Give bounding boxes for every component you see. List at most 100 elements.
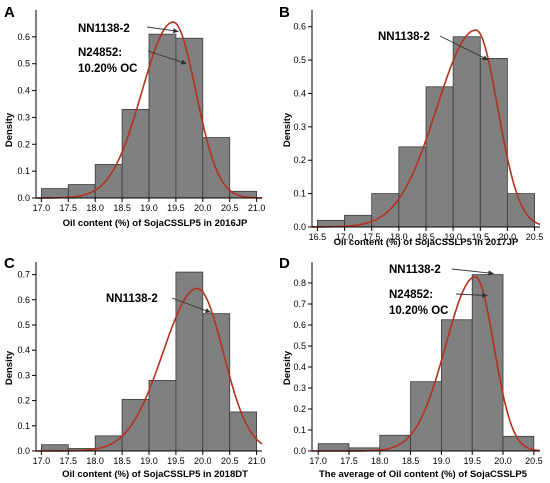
bar-a-1 xyxy=(40,188,69,199)
panel-d: D Density The average of Oil content (%)… xyxy=(279,255,543,480)
x-tick-label-d-8: 20.5 xyxy=(525,456,543,466)
x-tick-label-b-4: 18.0 xyxy=(390,232,408,242)
x-tick-label-c-4: 18.5 xyxy=(113,456,131,466)
x-tick-label-c-5: 19.0 xyxy=(140,456,158,466)
y-axis-label-c: Density xyxy=(4,350,15,385)
y-tick-label-c-3: 0.2 xyxy=(17,396,30,406)
y-tick-label-d-7: 0.6 xyxy=(293,320,306,330)
bar-c-6 xyxy=(175,271,204,452)
y-tick-label-c-4: 0.3 xyxy=(17,370,30,380)
annotation-d-2-line2: 10.20% OC xyxy=(389,305,448,317)
x-tick-label-b-2: 17.0 xyxy=(336,232,354,242)
y-tick-label-d-3: 0.2 xyxy=(293,404,306,414)
x-tick-label-a-2: 17.5 xyxy=(60,203,78,213)
bar-a-5 xyxy=(148,33,177,199)
x-tick-label-c-2: 17.5 xyxy=(60,456,78,466)
annotation-arrowhead-a-1 xyxy=(172,28,179,34)
y-tick-label-d-5: 0.4 xyxy=(293,362,306,372)
x-tick-label-a-1: 17.0 xyxy=(33,203,51,213)
bar-d-4 xyxy=(410,381,442,452)
x-tick-label-a-6: 19.5 xyxy=(167,203,185,213)
annotation-a-1: NN1138-2 xyxy=(78,23,130,35)
y-tick-label-d-8: 0.7 xyxy=(293,299,306,309)
x-tick-label-a-5: 19.0 xyxy=(140,203,158,213)
annotation-arrowhead-d-2 xyxy=(482,292,488,298)
density-curve-b xyxy=(312,29,541,228)
y-tick-label-b-1: 0.0 xyxy=(293,222,306,232)
x-tick-label-b-7: 19.5 xyxy=(472,232,490,242)
x-tick-label-b-6: 19.0 xyxy=(444,232,462,242)
x-tick-label-b-5: 18.5 xyxy=(417,232,435,242)
y-tick-label-c-2: 0.1 xyxy=(17,421,30,431)
y-tick-label-b-7: 0.6 xyxy=(293,22,306,32)
x-tick-label-c-3: 18.0 xyxy=(86,456,104,466)
y-axis-label-d: Density xyxy=(282,350,293,385)
y-tick-label-a-4: 0.3 xyxy=(17,112,30,122)
annotation-c-1: NN1138-2 xyxy=(106,293,158,305)
panel-letter-c: C xyxy=(4,255,15,272)
x-tick-label-d-4: 18.5 xyxy=(402,456,420,466)
annotation-arrowhead-b-1 xyxy=(482,55,489,61)
x-tick-label-d-2: 17.5 xyxy=(340,456,358,466)
annotation-b-1: NN1138-2 xyxy=(378,31,430,43)
bar-b-5 xyxy=(425,86,454,228)
y-tick-label-b-5: 0.4 xyxy=(293,88,306,98)
y-axis-label-a: Density xyxy=(4,112,15,147)
y-tick-label-d-9: 0.8 xyxy=(293,278,306,288)
x-tick-label-b-1: 16.5 xyxy=(309,232,327,242)
panel-c: C Density Oil content (%) of SojaCSSLP5 … xyxy=(4,255,265,480)
bar-b-3 xyxy=(371,193,400,228)
annotation-arrowhead-d-1 xyxy=(488,270,494,276)
annotation-a-2-line2: 10.20% OC xyxy=(78,63,137,75)
x-tick-label-a-7: 20.0 xyxy=(194,203,212,213)
annotation-arrow-c-1 xyxy=(171,297,212,313)
x-tick-label-a-3: 18.0 xyxy=(86,203,104,213)
x-tick-label-b-9: 20.5 xyxy=(526,232,544,242)
y-tick-label-b-6: 0.5 xyxy=(293,55,306,65)
y-tick-label-a-3: 0.2 xyxy=(17,139,30,149)
annotation-arrowhead-c-1 xyxy=(204,308,211,313)
annotation-arrowhead-a-2 xyxy=(180,59,187,65)
x-tick-label-c-9: 21.0 xyxy=(248,456,266,466)
y-tick-label-c-5: 0.4 xyxy=(17,345,30,355)
panel-letter-b: B xyxy=(279,4,290,21)
bar-d-5 xyxy=(441,319,473,452)
y-tick-label-d-6: 0.5 xyxy=(293,341,306,351)
annotation-d-1: NN1138-2 xyxy=(389,264,441,276)
y-tick-label-c-1: 0.0 xyxy=(17,446,30,456)
y-tick-label-a-5: 0.4 xyxy=(17,86,30,96)
annotation-d-2: N24852: xyxy=(389,289,433,301)
y-tick-label-b-4: 0.3 xyxy=(293,122,306,132)
x-tick-label-d-3: 18.0 xyxy=(371,456,389,466)
x-tick-label-d-7: 20.0 xyxy=(494,456,512,466)
x-axis-label-a: Oil content (%) of SojaCSSLP5 in 2016JP xyxy=(63,218,248,229)
annotation-a-2: N24852: xyxy=(78,47,122,59)
x-tick-label-a-9: 21.0 xyxy=(248,203,266,213)
y-tick-label-d-2: 0.1 xyxy=(293,425,306,435)
bar-b-4 xyxy=(398,146,427,228)
y-tick-label-d-1: 0.0 xyxy=(293,446,306,456)
x-tick-label-b-3: 17.5 xyxy=(363,232,381,242)
x-tick-label-c-8: 20.5 xyxy=(221,456,239,466)
y-tick-label-d-4: 0.3 xyxy=(293,383,306,393)
y-tick-label-c-8: 0.7 xyxy=(17,270,30,280)
bar-d-1 xyxy=(317,443,350,452)
density-curve-a xyxy=(36,21,263,199)
x-axis-label-c: Oil content (%) of SojaCSSLP5 in 2018DT xyxy=(62,469,248,480)
bar-c-4 xyxy=(121,398,150,452)
y-tick-label-a-2: 0.1 xyxy=(17,166,30,176)
bar-c-5 xyxy=(148,380,177,452)
y-axis-label-b: Density xyxy=(282,112,293,147)
x-tick-label-a-4: 18.5 xyxy=(113,203,131,213)
x-tick-label-a-8: 20.5 xyxy=(221,203,239,213)
y-tick-label-a-6: 0.5 xyxy=(17,59,30,69)
y-tick-label-a-1: 0.0 xyxy=(17,193,30,203)
annotation-arrow-b-1 xyxy=(439,35,489,61)
panel-a: A Density Oil content (%) of SojaCSSLP5 … xyxy=(4,4,265,229)
y-tick-label-c-6: 0.5 xyxy=(17,320,30,330)
x-tick-label-b-8: 20.0 xyxy=(499,232,517,242)
bar-d-6 xyxy=(471,274,504,452)
x-tick-label-d-6: 19.5 xyxy=(463,456,481,466)
annotation-arrow-a-2 xyxy=(147,50,187,65)
